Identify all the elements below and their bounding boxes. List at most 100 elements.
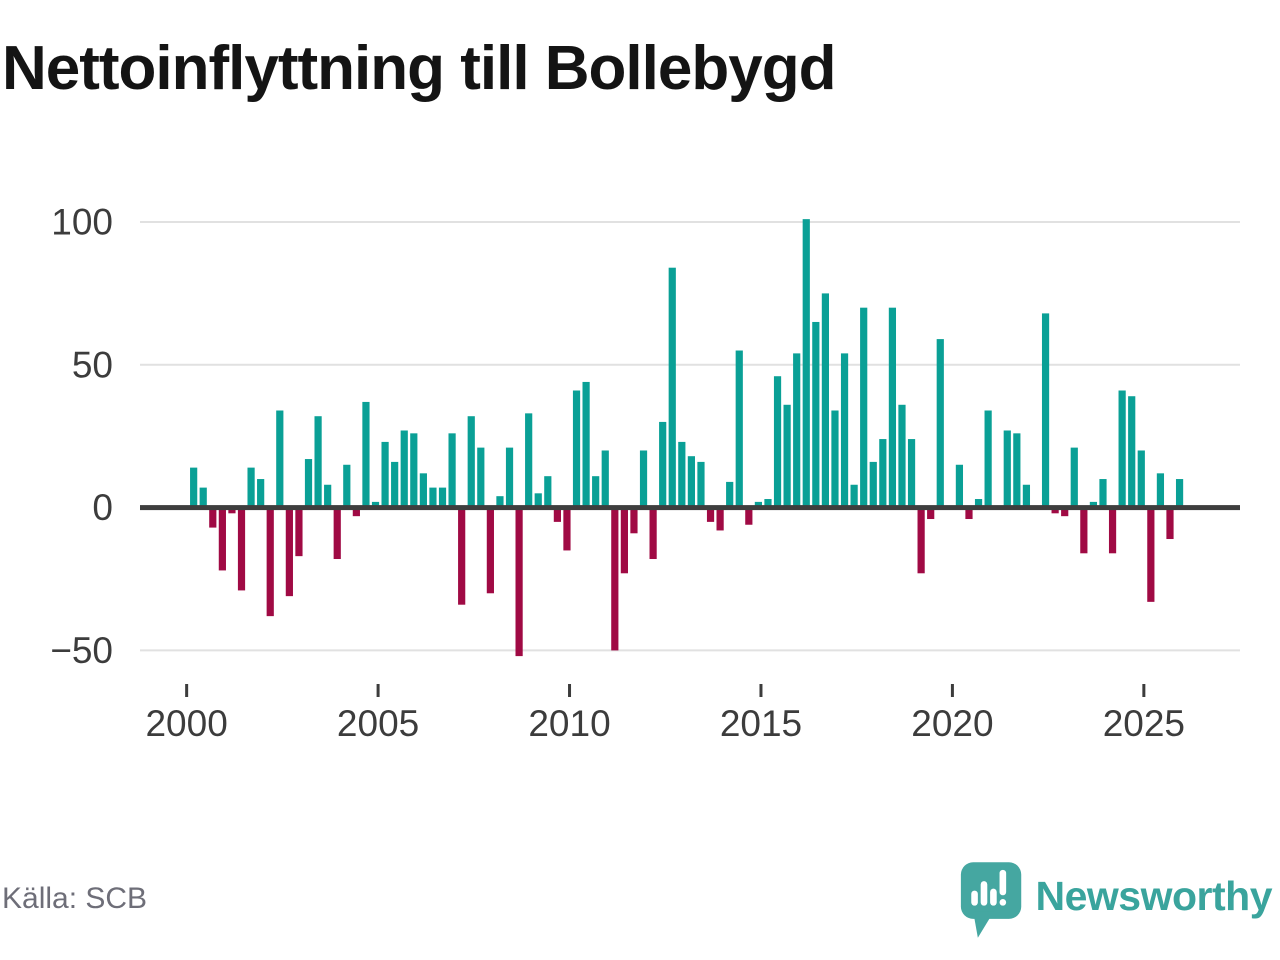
bar: [984, 410, 992, 508]
bar: [209, 507, 217, 528]
bar: [783, 404, 791, 508]
bar: [218, 507, 226, 571]
bar: [754, 501, 762, 508]
bar: [391, 461, 399, 508]
bar: [735, 350, 743, 508]
bar: [726, 481, 734, 508]
bar: [620, 507, 628, 574]
bar: [917, 507, 925, 574]
bar: [1003, 430, 1011, 508]
bar: [773, 376, 782, 508]
bar: [1147, 507, 1155, 602]
bar: [697, 461, 705, 508]
bar: [448, 433, 456, 508]
bar: [879, 439, 887, 508]
bar: [553, 507, 561, 522]
bar: [850, 484, 858, 508]
bar: [228, 507, 236, 514]
bar: [898, 404, 906, 508]
bar: [630, 507, 638, 534]
bar: [802, 219, 810, 508]
bar: [544, 476, 552, 508]
bar: [324, 484, 332, 508]
newsworthy-brand-text: Newsworthy: [1035, 872, 1273, 919]
bar: [860, 307, 868, 508]
bar: [525, 413, 533, 508]
bar: [611, 507, 619, 651]
bar: [668, 267, 676, 508]
bar: [821, 293, 829, 508]
bar: [343, 464, 351, 508]
bar: [1175, 479, 1184, 508]
bar: [247, 467, 255, 508]
bar: [1022, 484, 1031, 508]
bar: [907, 439, 916, 508]
bar: [295, 507, 303, 557]
bar: [563, 507, 571, 551]
bar: [371, 501, 380, 508]
bar: [257, 479, 265, 508]
bar: [381, 441, 389, 508]
bar: [601, 450, 609, 508]
bar: [1080, 507, 1088, 554]
bar: [429, 487, 437, 508]
bar: [582, 381, 590, 508]
bar: [400, 430, 408, 508]
bar: [199, 487, 207, 508]
bar: [840, 353, 849, 508]
bar: [659, 421, 667, 508]
x-axis-label: 2015: [720, 703, 802, 744]
bar: [936, 339, 944, 508]
bar: [237, 507, 246, 591]
page-title: Nettoinflyttning till Bollebygd: [2, 34, 836, 103]
y-axis-label: 50: [72, 344, 113, 385]
bar: [974, 499, 983, 508]
bar: [276, 410, 284, 508]
bar: [639, 450, 648, 508]
bar: [285, 507, 293, 597]
bar: [965, 507, 973, 520]
bar: [745, 507, 753, 525]
bar: [190, 467, 198, 508]
bar: [831, 410, 839, 508]
bar: [362, 401, 370, 508]
bar: [812, 321, 820, 508]
bar: [1070, 447, 1078, 508]
bar: [352, 507, 360, 517]
bar: [458, 507, 466, 605]
bar: [304, 459, 313, 508]
bar: [1166, 507, 1174, 540]
bar: [467, 416, 475, 508]
bar: [716, 507, 724, 531]
x-axis-label: 2005: [337, 703, 419, 744]
bar: [678, 441, 686, 508]
bar: [486, 507, 494, 594]
bar: [572, 390, 581, 508]
bar: [505, 447, 514, 508]
bar: [419, 473, 427, 508]
x-axis-label: 2020: [911, 703, 993, 744]
bar: [515, 507, 523, 657]
bar: [333, 507, 341, 560]
bar: [1128, 396, 1136, 508]
bar: [1061, 507, 1069, 517]
bar: [869, 461, 877, 508]
bar: [534, 493, 542, 508]
x-axis-line: [140, 505, 1240, 511]
bar: [927, 507, 935, 520]
bar: [1051, 507, 1059, 514]
x-axis-label: 2000: [145, 703, 227, 744]
x-axis-label: 2010: [528, 703, 610, 744]
x-axis-label: 2025: [1103, 703, 1185, 744]
bar: [955, 464, 964, 508]
bar: [592, 476, 600, 508]
newsworthy-logo: Newsworthy: [959, 858, 1273, 942]
bar: [1013, 433, 1021, 508]
newsworthy-logo-icon: [960, 862, 1021, 938]
bar: [687, 456, 695, 508]
bar: [1089, 501, 1098, 508]
source-note: Källa: SCB: [2, 882, 148, 915]
bar: [477, 447, 485, 508]
y-axis-label: 0: [92, 487, 113, 528]
